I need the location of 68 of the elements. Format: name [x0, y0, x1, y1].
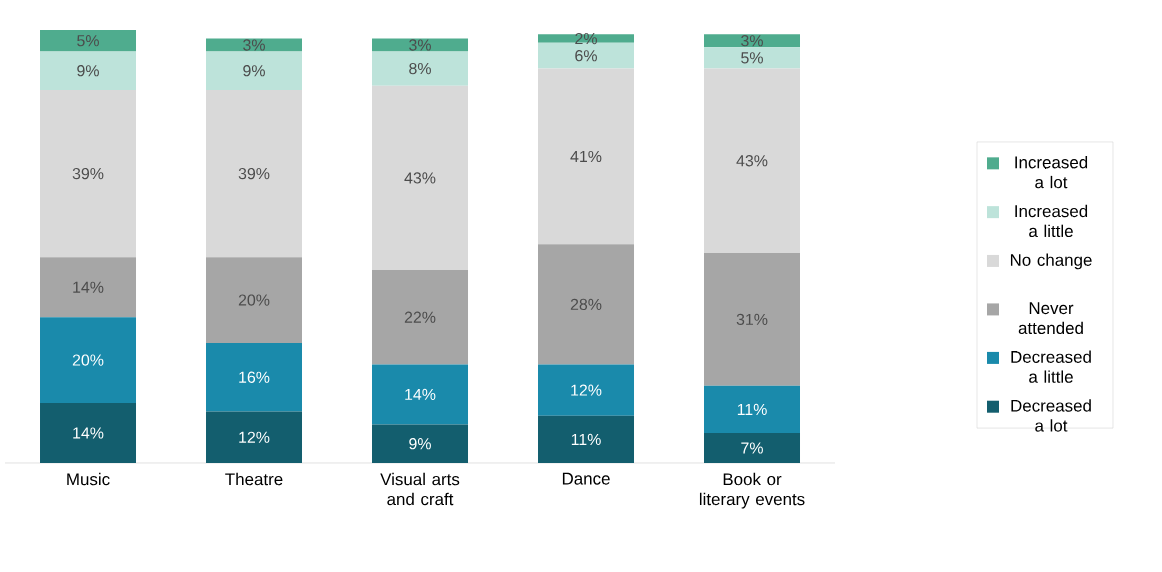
data-label: 28% [570, 298, 602, 310]
bar [40, 51, 137, 90]
data-label: 9% [409, 438, 431, 450]
bar [40, 257, 137, 318]
data-label: 5% [77, 35, 99, 47]
legend-label: Never attended [1018, 302, 1083, 335]
data-label: 20% [238, 294, 270, 306]
data-label: 2% [575, 32, 597, 45]
legend-label: Decreased a lot [1011, 399, 1091, 432]
data-label: 9% [77, 65, 99, 77]
bar [206, 342, 303, 412]
bar [704, 432, 801, 463]
bar [372, 85, 469, 271]
x-tick-label: Dance [562, 472, 610, 485]
data-label: 8% [409, 62, 431, 75]
legend-label: No change [1010, 253, 1092, 270]
bar [538, 34, 635, 43]
data-label: 43% [404, 172, 436, 184]
bar [206, 257, 303, 343]
x-tick-label: Book or literary events [699, 472, 805, 509]
data-label: 3% [243, 39, 265, 51]
x-tick-label: Music [67, 472, 110, 486]
bar [538, 68, 635, 245]
bar [372, 424, 469, 463]
data-label: 11% [737, 403, 767, 415]
data-label: 14% [405, 388, 436, 400]
data-label: 3% [409, 39, 431, 51]
data-label: 16% [239, 371, 270, 383]
bar [704, 385, 801, 433]
data-label: 39% [238, 167, 270, 180]
data-label: 39% [72, 167, 104, 180]
x-tick-label: Visual arts and craft [380, 472, 460, 506]
data-label: 5% [741, 52, 763, 64]
bar [538, 364, 635, 416]
data-label: 9% [243, 65, 265, 77]
data-label: 31% [736, 313, 768, 326]
bar [704, 252, 801, 386]
bar [40, 317, 137, 403]
data-label: 14% [73, 281, 104, 293]
data-label: 11% [571, 433, 601, 445]
bar [538, 415, 635, 463]
data-label: 6% [575, 50, 597, 62]
bar [704, 68, 801, 253]
bar [40, 402, 137, 463]
data-label: 12% [571, 384, 602, 396]
bar [40, 29, 137, 52]
legend-label: Increased a lot [1015, 155, 1088, 189]
data-label: 14% [73, 427, 104, 439]
bar [372, 51, 469, 86]
bar [372, 364, 469, 425]
data-label: 41% [570, 150, 602, 163]
data-label: 20% [72, 354, 104, 366]
bar [372, 270, 469, 365]
bar [538, 244, 635, 365]
x-tick-label: Theatre [225, 472, 283, 486]
data-label: 7% [741, 442, 763, 454]
legend-label: Decreased a little [1011, 350, 1091, 383]
legend-label: Increased a little [1015, 204, 1088, 238]
bar [206, 90, 303, 258]
bar [206, 51, 303, 90]
data-label: 43% [736, 155, 768, 167]
data-label: 22% [404, 311, 436, 323]
bar [206, 411, 303, 463]
data-label: 3% [741, 35, 763, 47]
bar [704, 34, 801, 48]
bar [704, 47, 801, 69]
data-label: 12% [239, 431, 270, 443]
bar [40, 90, 137, 258]
